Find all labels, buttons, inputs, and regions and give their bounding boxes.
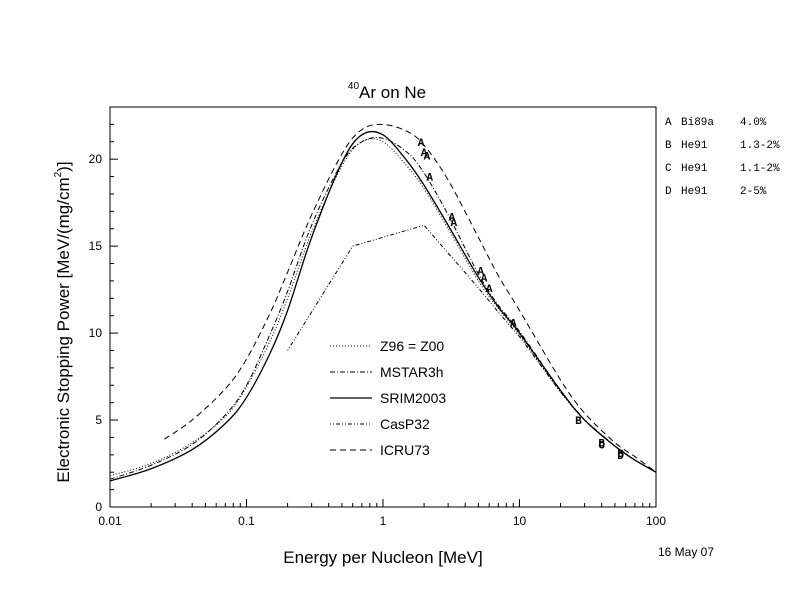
- data-point-a: A: [477, 266, 484, 278]
- title-text: Ar on Ne: [359, 83, 426, 102]
- x-axis-label: Energy per Nucleon [MeV]: [283, 548, 482, 567]
- y-label-suffix: )]: [54, 161, 73, 171]
- data-point-a: A: [426, 173, 433, 185]
- series-line-srim2003: [109, 130, 657, 482]
- data-point-b: B: [617, 449, 624, 461]
- y-tick-label: 0: [95, 500, 102, 514]
- data-legend-source: Bi89a: [681, 117, 714, 129]
- y-label-prefix: Electronic Stopping Power [MeV/(mg/cm: [54, 177, 73, 482]
- data-point-b: B: [575, 416, 582, 428]
- data-point-a: A: [486, 284, 493, 296]
- series-line-casp32: [287, 224, 657, 473]
- data-source-legend: A Bi89a 4.0% B He91 1.3-2% C He91 1.1-2% D He91 2-5…: [665, 117, 780, 198]
- data-legend-uncertainty: 4.0%: [740, 117, 767, 129]
- date-label: 16 May 07: [658, 545, 714, 559]
- legend-label: ICRU73: [380, 442, 430, 458]
- x-tick-label: 1: [380, 514, 387, 528]
- data-point-a: A: [481, 273, 488, 285]
- legend-label: CasP32: [380, 416, 430, 432]
- series-line-icru73: [164, 123, 657, 473]
- data-legend-source: He91: [681, 163, 708, 175]
- x-tick-label: 0.01: [98, 514, 122, 528]
- data-point-a: A: [418, 138, 425, 150]
- y-axis-label: Electronic Stopping Power [MeV/(mg/cm2)]: [53, 161, 73, 482]
- data-point-d: D: [617, 451, 624, 463]
- legend-label: MSTAR3h: [380, 364, 444, 380]
- y-tick-label: 5: [95, 413, 102, 427]
- data-point-b: B: [598, 439, 605, 451]
- x-tick-label: 10: [513, 514, 527, 528]
- legend-label: SRIM2003: [380, 390, 446, 406]
- x-tick-label: 0.1: [238, 514, 255, 528]
- series-legend: Z96 = Z00 MSTAR3h SRIM2003 CasP32 ICRU73: [330, 338, 446, 458]
- y-tick-label: 20: [89, 152, 103, 166]
- y-label-superscript: 2: [53, 171, 64, 177]
- legend-label: Z96 = Z00: [380, 338, 444, 354]
- data-point-a: A: [450, 218, 457, 230]
- title-superscript: 40: [348, 81, 360, 92]
- data-point-a: A: [510, 319, 517, 331]
- data-point-a: A: [421, 148, 428, 160]
- data-point-a: A: [449, 213, 456, 225]
- data-legend-source: He91: [681, 186, 708, 198]
- series-lines: [109, 123, 657, 482]
- data-legend-letter: D: [665, 186, 672, 198]
- y-tick-label: 15: [89, 239, 103, 253]
- data-legend-uncertainty: 1.3-2%: [740, 140, 780, 152]
- data-point-a: A: [424, 152, 431, 164]
- chart-title: 40Ar on Ne: [348, 81, 426, 102]
- data-legend-letter: C: [665, 163, 672, 175]
- data-legend-letter: B: [665, 140, 672, 152]
- data-legend-letter: A: [665, 117, 672, 129]
- data-legend-source: He91: [681, 140, 708, 152]
- data-point-c: C: [598, 440, 605, 452]
- x-tick-label: 100: [646, 514, 666, 528]
- data-legend-uncertainty: 1.1-2%: [740, 163, 780, 175]
- y-tick-label: 10: [89, 326, 103, 340]
- x-axis-ticks: 0.01 0.1 1 10 100: [98, 499, 666, 528]
- y-axis-ticks: 0 5 10 15 20: [89, 123, 118, 514]
- data-legend-uncertainty: 2-5%: [740, 186, 767, 198]
